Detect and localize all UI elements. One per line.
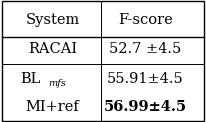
Text: 52.7 ±4.5: 52.7 ±4.5 <box>109 42 181 56</box>
Text: 55.91±4.5: 55.91±4.5 <box>107 72 184 86</box>
Text: mfs: mfs <box>48 79 66 88</box>
Text: RACAI: RACAI <box>28 42 77 56</box>
Text: 56.99±4.5: 56.99±4.5 <box>104 100 187 114</box>
Text: BL: BL <box>21 72 41 86</box>
Text: MI+ref: MI+ref <box>26 100 79 114</box>
Text: System: System <box>25 13 80 27</box>
Text: F-score: F-score <box>118 13 173 27</box>
